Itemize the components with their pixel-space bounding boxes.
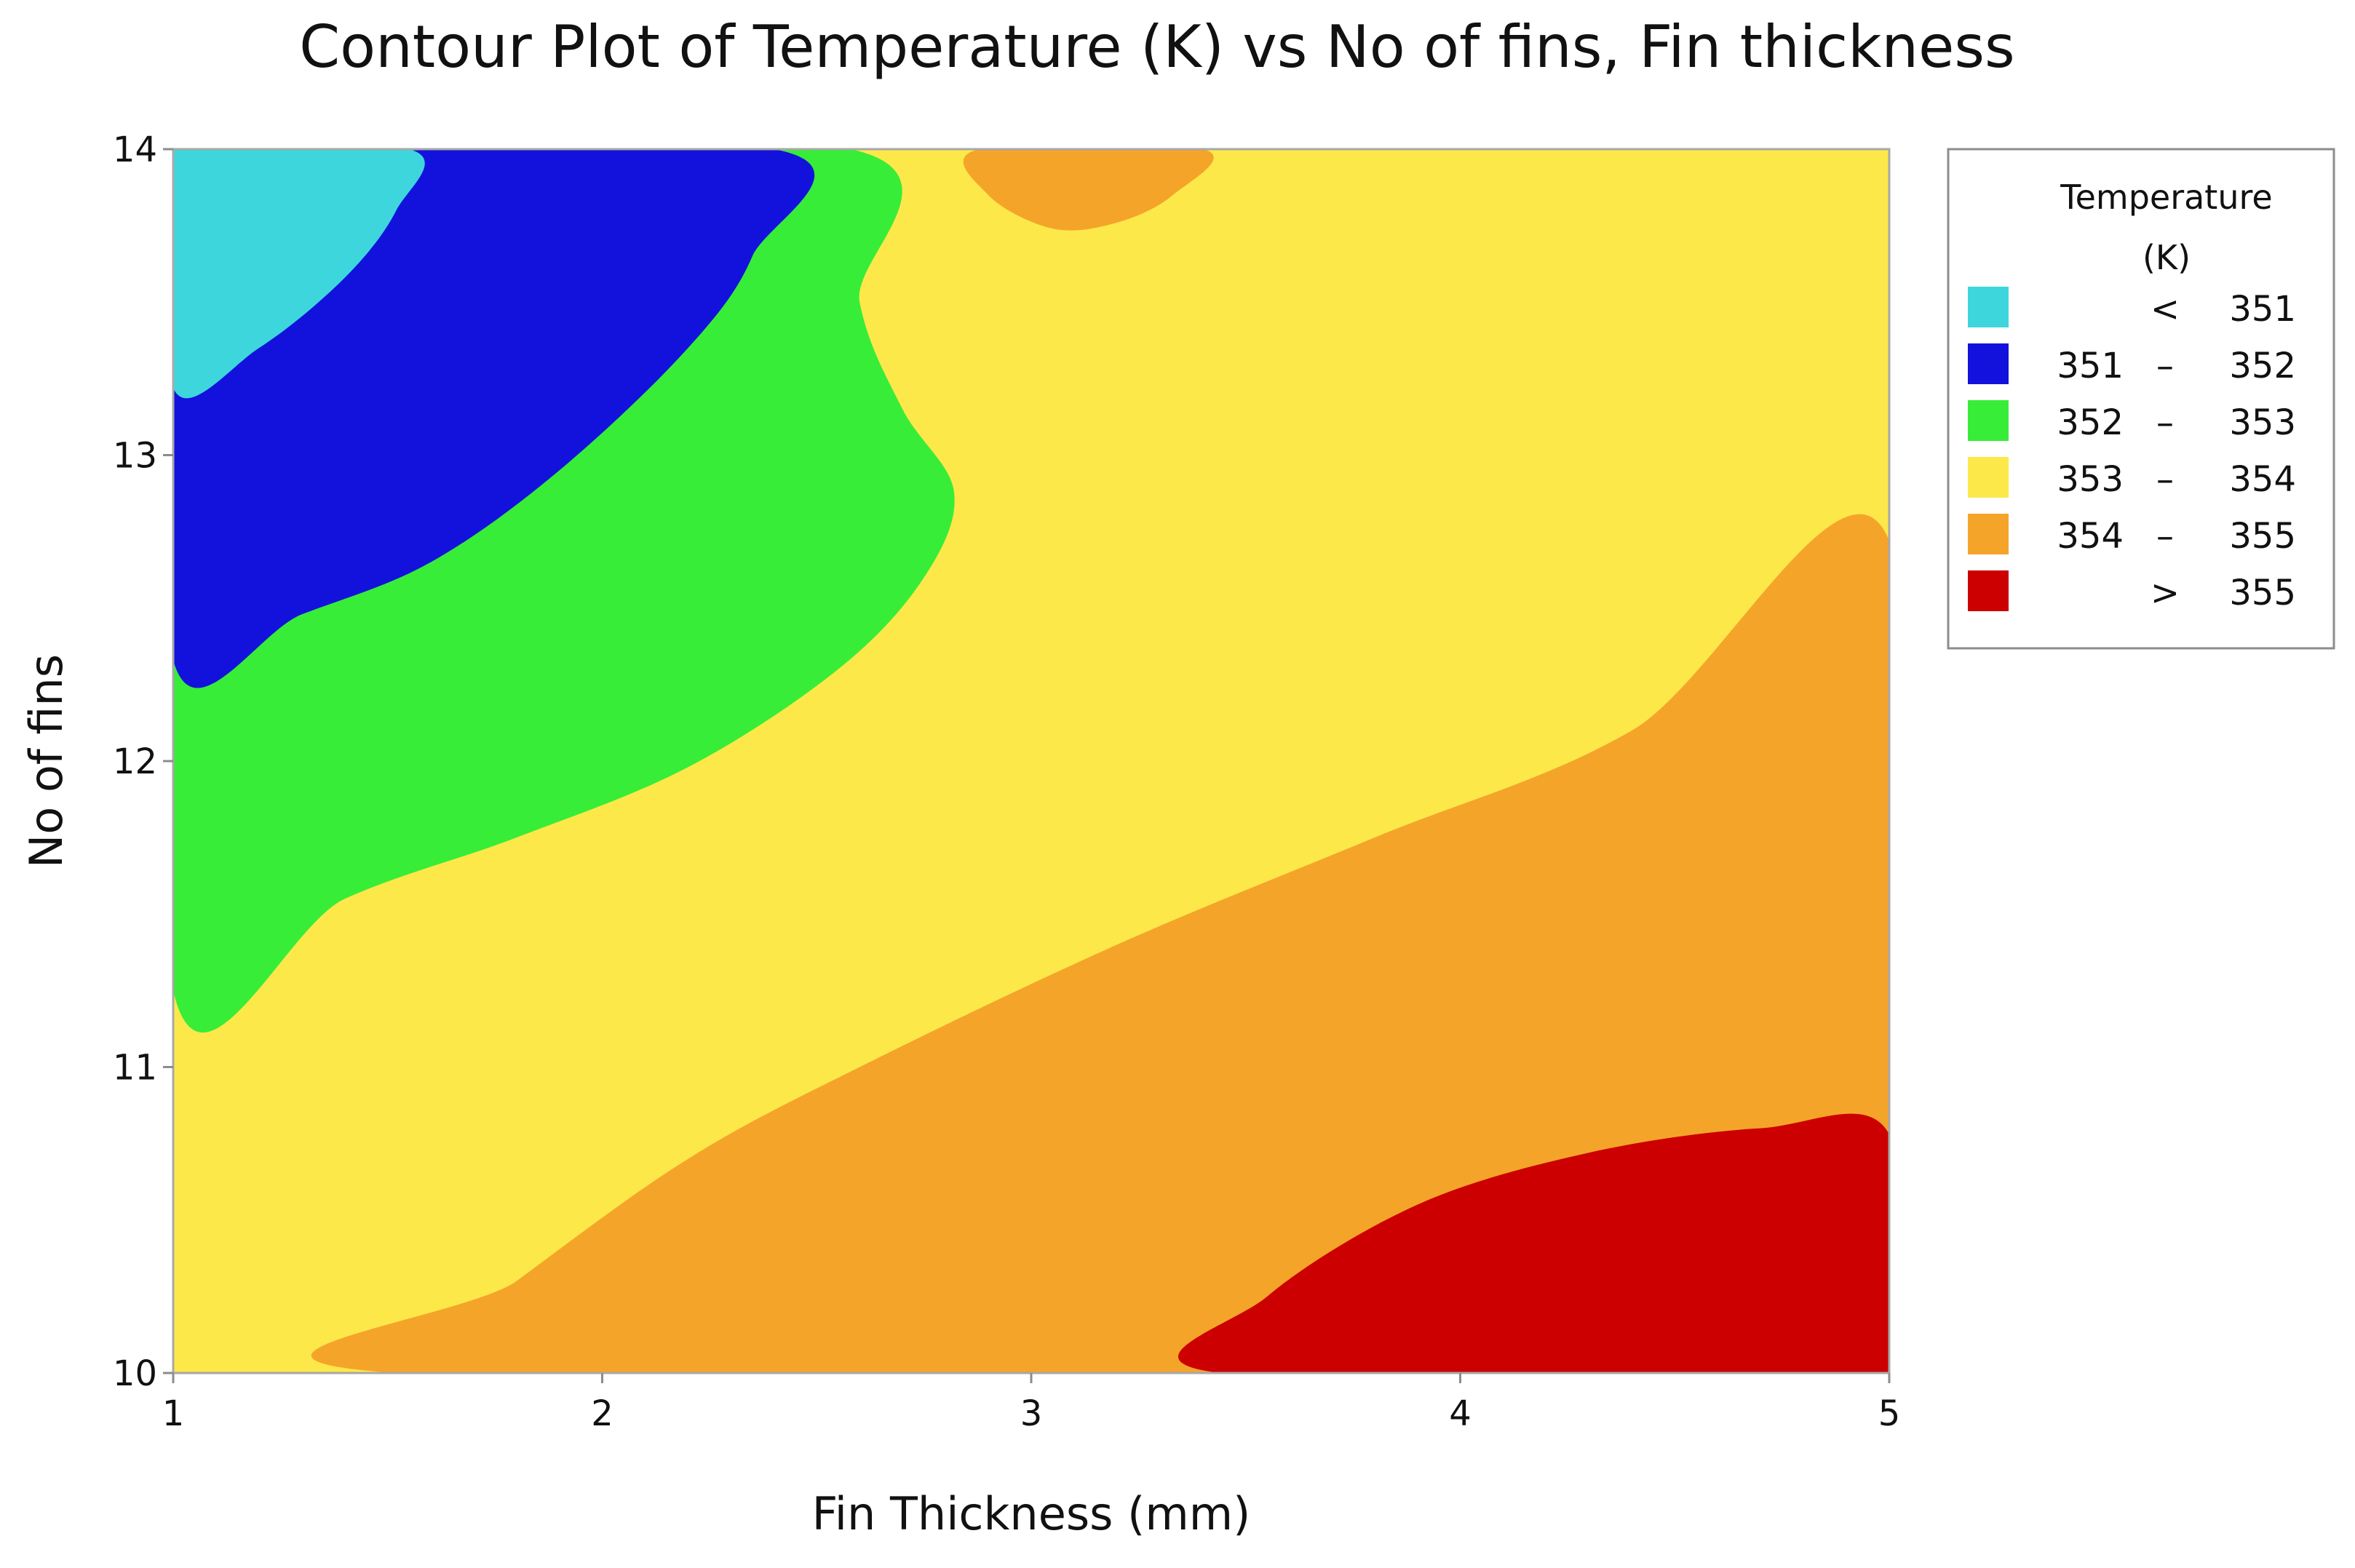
legend-sep: – [2156, 402, 2174, 443]
legend-swatch [1968, 514, 2009, 554]
legend-title-unit: (K) [2142, 238, 2191, 277]
legend-sep: – [2156, 459, 2174, 500]
chart-title: Contour Plot of Temperature (K) vs No of… [299, 13, 2014, 81]
legend-sep: – [2156, 346, 2174, 386]
legend-sep: < [2151, 289, 2180, 330]
legend-item: 351– 352 [1968, 343, 2296, 386]
x-tick-label: 5 [1878, 1393, 1901, 1434]
legend-box [1947, 148, 2335, 650]
x-tick-label: 2 [591, 1393, 613, 1434]
legend-sep: > [2151, 573, 2180, 613]
legend-high: 355 [2229, 516, 2296, 557]
legend-high: 352 [2229, 346, 2296, 386]
legend-swatch [1968, 287, 2009, 327]
y-axis-label: No of fins [20, 654, 73, 868]
legend-item: <351 [1968, 287, 2296, 330]
contour-regions [173, 149, 1889, 1373]
contour-region-4-3 [963, 149, 1214, 231]
legend-low: 352 [2057, 402, 2124, 443]
legend-swatch [1968, 343, 2009, 384]
legend-high: 351 [2229, 289, 2296, 330]
legend-swatch [1968, 457, 2009, 498]
legend-low: 351 [2057, 346, 2124, 386]
legend-low: 354 [2057, 516, 2124, 557]
legend-item: >355 [1968, 570, 2296, 613]
legend-title: Temperature [2060, 178, 2272, 217]
legend-high: 353 [2229, 402, 2296, 443]
y-tick-label: 12 [113, 741, 157, 782]
legend-sep: – [2156, 516, 2174, 557]
legend-swatch [1968, 400, 2009, 441]
legend-swatch [1968, 570, 2009, 611]
legend-high: 354 [2229, 459, 2296, 500]
contour-region-0-6 [173, 149, 425, 399]
legend-item: 353– 354 [1968, 457, 2296, 500]
y-tick-label: 14 [113, 130, 157, 170]
contour-region-4-1 [311, 514, 1889, 1373]
legend-low: 353 [2057, 459, 2124, 500]
x-tick-label: 4 [1449, 1393, 1472, 1434]
legend-high: 355 [2229, 573, 2296, 613]
y-tick-label: 11 [113, 1048, 157, 1089]
legend-item: 352– 353 [1968, 400, 2296, 443]
x-tick-label: 3 [1020, 1393, 1043, 1434]
contour-region-5-2 [1178, 1113, 1889, 1373]
x-axis-label: Fin Thickness (mm) [812, 1487, 1251, 1540]
x-tick-label: 1 [162, 1393, 185, 1434]
legend: Temperature (K) <351351–352352–353353–35… [1947, 148, 2335, 650]
y-tick-label: 13 [113, 436, 157, 477]
legend-item: 354– 355 [1968, 514, 2296, 557]
y-tick-label: 10 [113, 1353, 157, 1394]
